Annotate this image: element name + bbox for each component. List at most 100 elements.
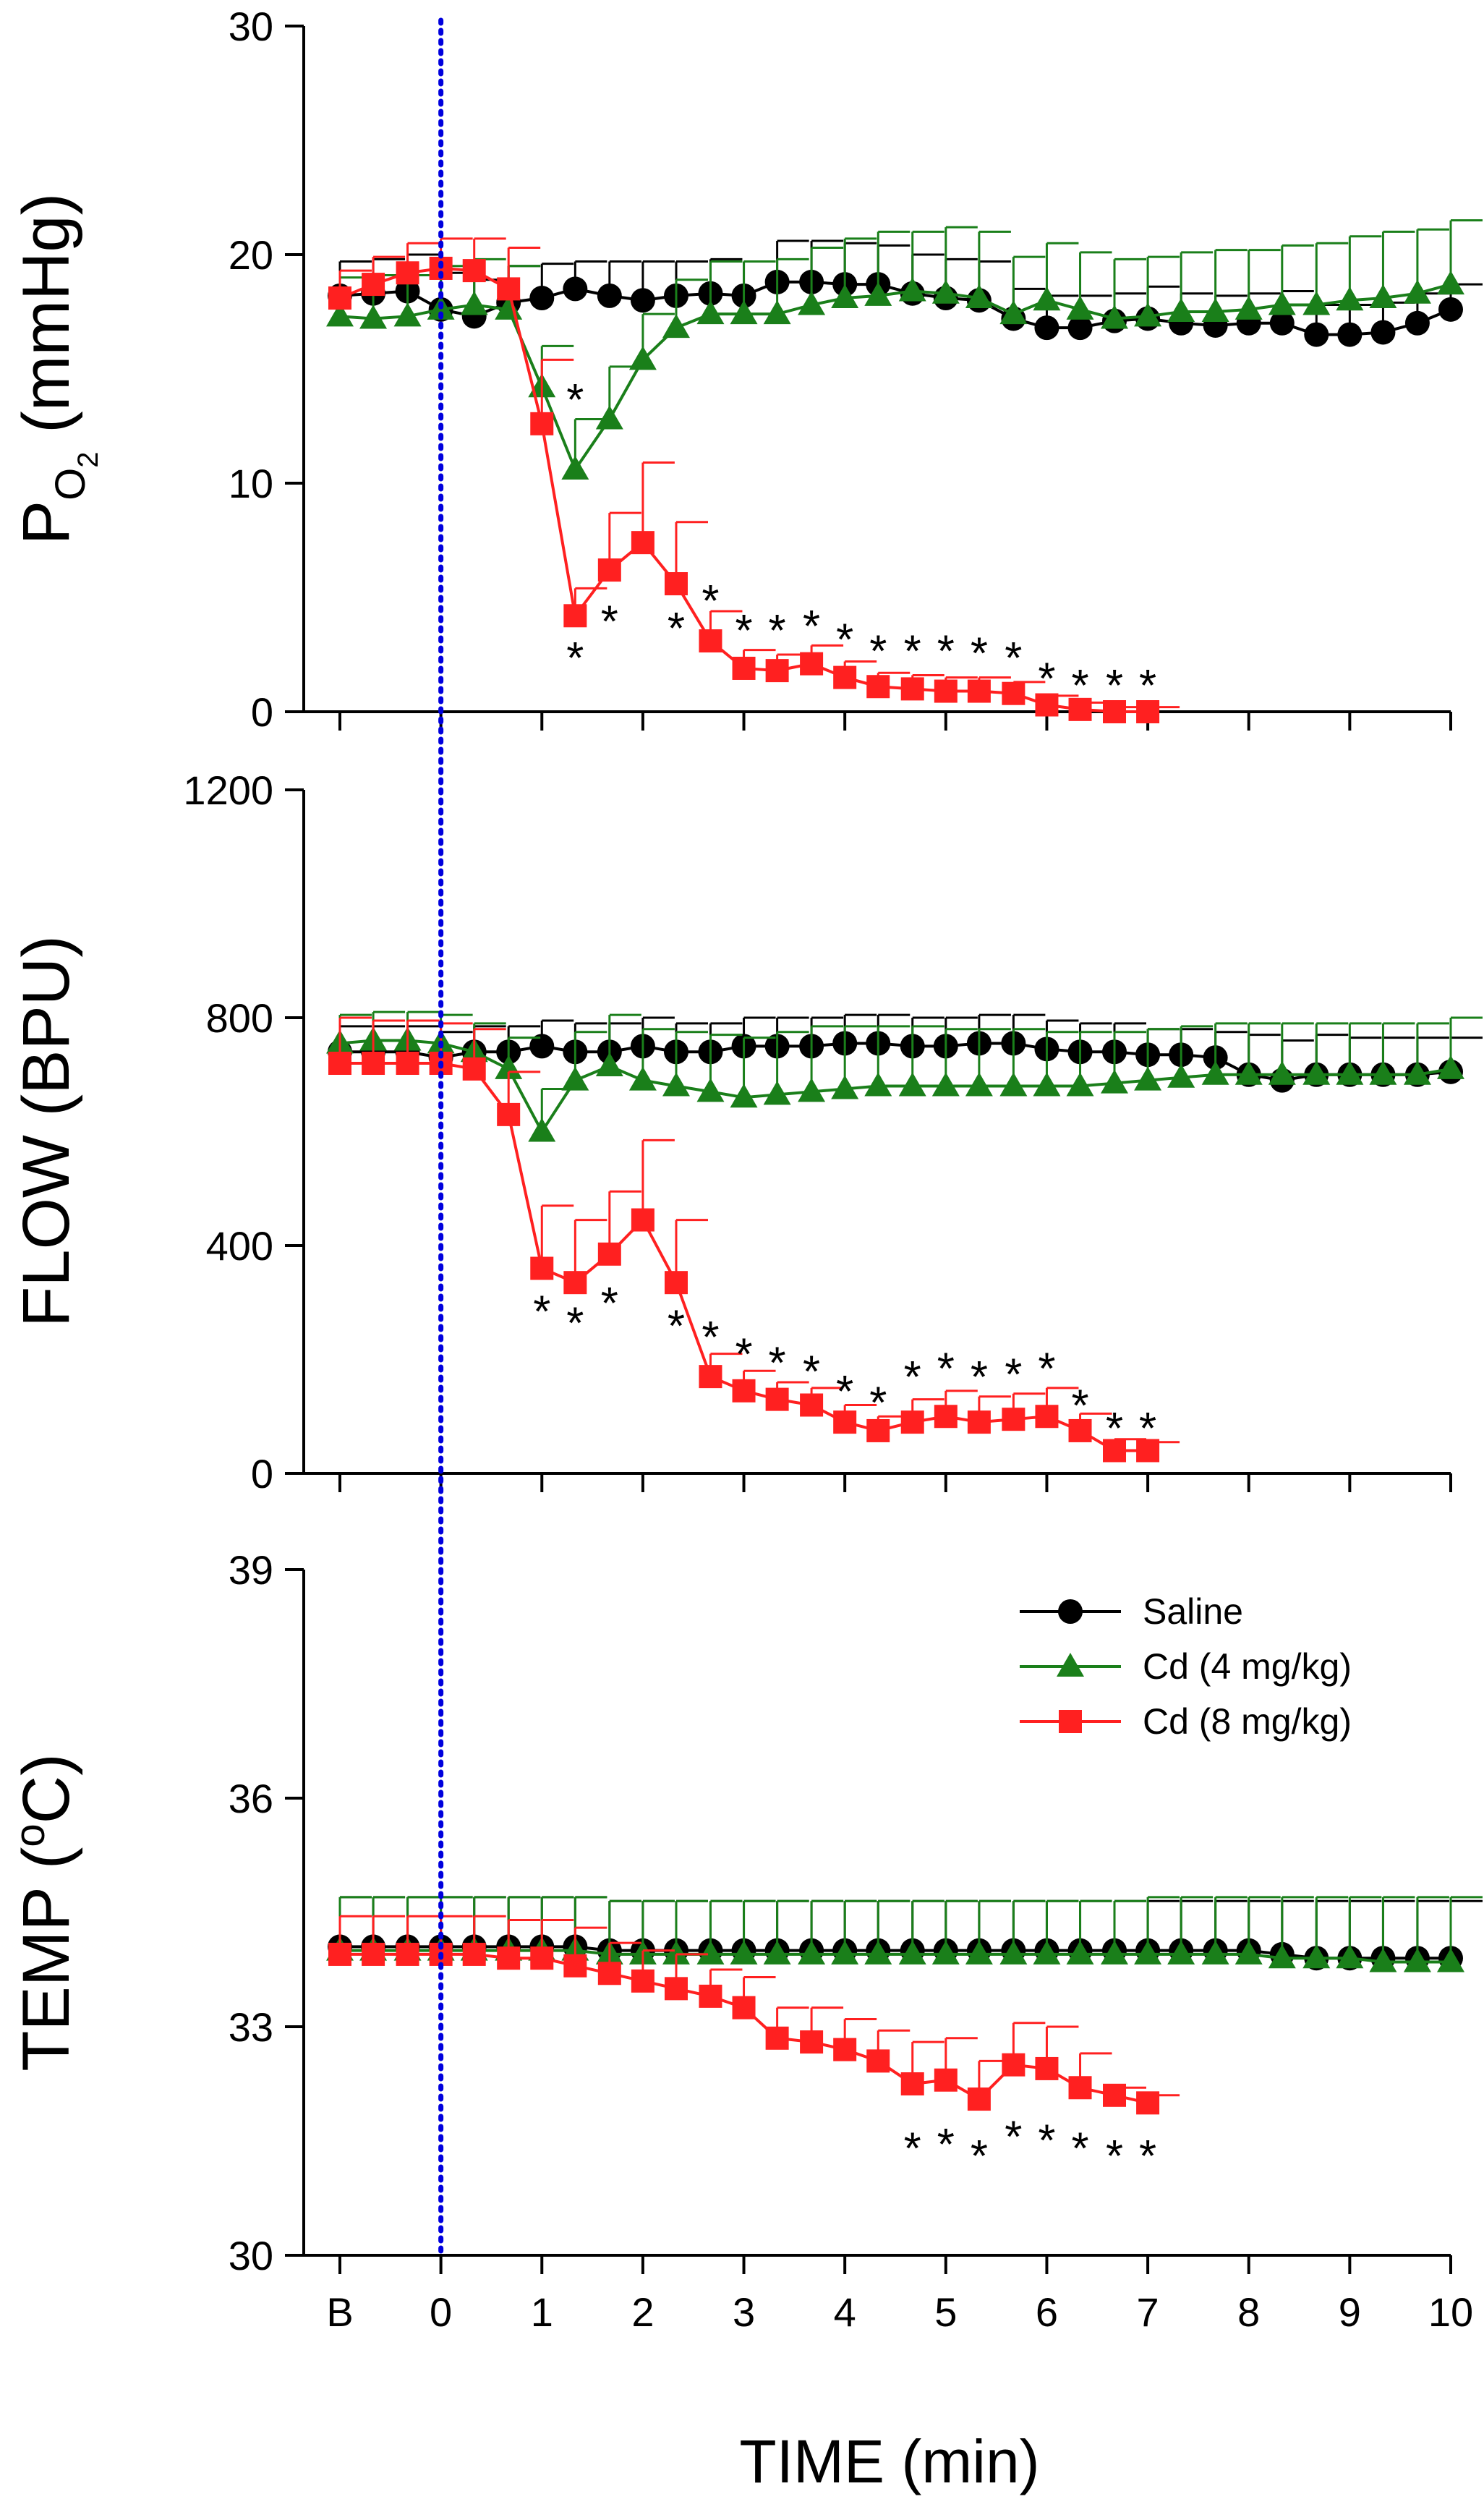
- data-point: [1302, 1944, 1331, 1969]
- flow-y-axis-title: FLOW (BPU): [9, 935, 83, 1327]
- data-point: [1068, 1418, 1092, 1442]
- data-point: [530, 1946, 554, 1970]
- legend-label: Cd (4 mg/kg): [1143, 1646, 1352, 1687]
- po2-ylabel-sub: O: [47, 468, 94, 501]
- po2-series-square: [328, 237, 1180, 723]
- temp-ylabel-main: TEMP (: [9, 1847, 83, 2071]
- data-point: [1201, 1940, 1229, 1965]
- data-point: [1403, 279, 1431, 304]
- data-point: [833, 1410, 857, 1434]
- data-point: [561, 1066, 589, 1091]
- x-tick-label: 10: [1428, 2289, 1473, 2335]
- data-point: [328, 1052, 351, 1075]
- data-point: [1035, 693, 1059, 717]
- x-tick-label: 9: [1339, 2289, 1361, 2335]
- significance-star: *: [869, 627, 887, 677]
- flow-y-tick-label: 1200: [183, 767, 273, 813]
- po2-ylabel-rest: (mmHg): [9, 193, 83, 452]
- flow-panel: 0 400 800 1200 FLOW (BPU) * * * * * * * * * * * * * * * * * *: [9, 767, 1483, 1497]
- data-point: [1101, 1069, 1129, 1094]
- significance-star: *: [1038, 654, 1055, 704]
- data-point: [831, 1075, 859, 1099]
- data-point: [800, 652, 824, 676]
- data-point: [662, 314, 690, 339]
- data-point: [595, 405, 623, 430]
- significance-star: *: [1038, 2116, 1055, 2166]
- data-point: [662, 1940, 690, 1965]
- data-point: [1034, 315, 1059, 341]
- data-point: [662, 1072, 690, 1097]
- x-axis-title: TIME (min): [739, 2427, 1039, 2495]
- data-point: [1002, 2053, 1025, 2077]
- data-point: [462, 259, 486, 283]
- data-point: [864, 1072, 892, 1097]
- data-point: [898, 277, 926, 302]
- legend-marker: [1058, 1599, 1083, 1624]
- significance-star: *: [836, 1367, 853, 1417]
- significance-star: *: [1005, 634, 1022, 684]
- data-point: [1134, 1940, 1162, 1965]
- temp-ylabel-sup: o: [7, 1823, 54, 1847]
- data-point: [561, 456, 589, 480]
- data-point: [831, 1940, 859, 1965]
- data-point: [999, 300, 1028, 325]
- significance-star: *: [1005, 1350, 1022, 1400]
- data-point: [628, 1066, 657, 1091]
- data-point: [1101, 1940, 1129, 1965]
- data-point: [931, 1072, 960, 1097]
- legend-label: Saline: [1143, 1591, 1243, 1632]
- series-line: [340, 1949, 1451, 1964]
- data-point: [1370, 320, 1396, 345]
- data-point: [530, 1256, 554, 1280]
- data-point: [631, 1208, 654, 1232]
- data-point: [965, 1072, 993, 1097]
- data-point: [763, 1081, 791, 1105]
- data-point: [1066, 1072, 1094, 1097]
- data-point: [664, 1271, 688, 1295]
- data-point: [900, 1410, 924, 1434]
- temp-y-tick-label: 39: [229, 1547, 273, 1593]
- legend: Saline Cd (4 mg/kg) Cd (8 mg/kg): [1020, 1591, 1352, 1742]
- data-point: [1234, 295, 1263, 320]
- data-point: [1136, 2091, 1160, 2115]
- data-point: [630, 288, 655, 313]
- data-point: [529, 1034, 555, 1059]
- significance-star: *: [1005, 2112, 1022, 2162]
- data-point: [732, 1996, 756, 2019]
- po2-ylabel-main: P: [9, 501, 83, 545]
- data-point: [1167, 298, 1195, 322]
- legend-marker: [1057, 1653, 1084, 1677]
- data-point: [1268, 1944, 1296, 1969]
- po2-ylabel-subsub: 2: [72, 451, 104, 467]
- significance-star: *: [937, 1344, 955, 1394]
- data-point: [699, 1984, 722, 2008]
- flow-series-square: [328, 1016, 1180, 1463]
- significance-star: *: [869, 1379, 887, 1429]
- significance-star: *: [971, 1353, 988, 1403]
- data-point: [1369, 1948, 1397, 1972]
- data-point: [1033, 286, 1061, 311]
- data-point: [696, 1078, 725, 1102]
- data-point: [800, 2030, 824, 2054]
- temp-y-tick-label: 36: [229, 1776, 273, 1821]
- data-point: [396, 261, 419, 285]
- x-tick-label: 8: [1237, 2289, 1260, 2335]
- data-point: [1167, 1940, 1195, 1965]
- data-point: [563, 1271, 587, 1295]
- data-point: [999, 1072, 1028, 1097]
- data-point: [730, 1084, 758, 1108]
- data-point: [699, 1365, 722, 1389]
- significance-star: *: [971, 2132, 988, 2182]
- significance-star: *: [904, 2124, 921, 2174]
- data-point: [1234, 1940, 1263, 1965]
- data-point: [898, 1940, 926, 1965]
- data-point: [359, 305, 388, 329]
- data-point: [1134, 1066, 1162, 1091]
- data-point: [864, 281, 892, 306]
- data-point: [362, 273, 385, 297]
- significance-star: *: [836, 616, 853, 665]
- data-point: [763, 1940, 791, 1965]
- data-point: [1268, 291, 1296, 315]
- significance-star: *: [735, 1330, 752, 1380]
- temp-ylabel-rest: C): [9, 1753, 83, 1823]
